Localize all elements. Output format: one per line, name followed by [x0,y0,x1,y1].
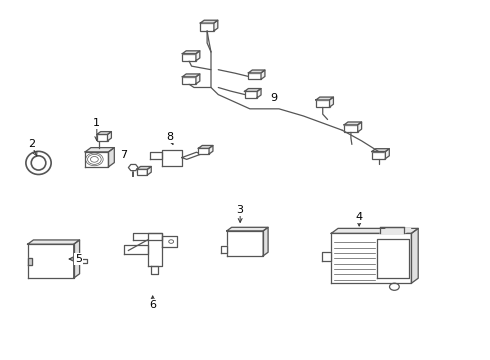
Polygon shape [27,240,79,244]
Polygon shape [150,152,162,159]
Polygon shape [133,233,162,240]
Polygon shape [162,236,177,247]
Polygon shape [344,125,358,132]
Polygon shape [147,166,151,175]
Text: 7: 7 [120,150,127,160]
Text: 8: 8 [166,132,173,142]
Polygon shape [107,132,111,141]
Polygon shape [198,145,213,148]
Polygon shape [412,228,418,283]
Polygon shape [79,259,87,263]
Polygon shape [148,233,162,266]
Polygon shape [261,70,265,79]
Polygon shape [316,97,333,100]
Polygon shape [248,70,265,73]
Text: 9: 9 [270,93,278,103]
Polygon shape [137,169,147,175]
Text: 4: 4 [356,212,363,222]
Polygon shape [372,152,386,159]
Polygon shape [97,132,111,134]
Polygon shape [263,227,268,256]
Polygon shape [137,166,151,169]
Polygon shape [316,100,330,107]
Text: 5: 5 [75,254,82,264]
Polygon shape [196,74,200,84]
Polygon shape [27,244,74,278]
Polygon shape [330,97,333,107]
Polygon shape [331,228,418,233]
Polygon shape [162,150,182,166]
Polygon shape [182,51,200,54]
Polygon shape [182,54,196,61]
Polygon shape [182,74,200,77]
Polygon shape [227,231,263,256]
Polygon shape [214,20,218,31]
Polygon shape [85,148,114,152]
Polygon shape [380,228,411,233]
Polygon shape [200,20,218,23]
Polygon shape [108,148,114,167]
Text: 2: 2 [27,139,35,149]
Text: 3: 3 [237,205,244,215]
Polygon shape [358,122,362,132]
Text: 6: 6 [149,300,156,310]
Polygon shape [248,73,261,79]
Polygon shape [321,252,331,261]
Polygon shape [331,233,412,283]
Polygon shape [200,23,214,31]
Polygon shape [227,227,268,231]
Polygon shape [182,77,196,84]
Polygon shape [97,134,107,141]
Polygon shape [221,246,227,253]
Polygon shape [196,51,200,61]
Polygon shape [372,149,389,152]
Polygon shape [245,91,257,98]
Polygon shape [128,165,138,171]
Text: 1: 1 [93,118,100,128]
Polygon shape [377,239,409,278]
Polygon shape [123,245,148,254]
Polygon shape [27,257,32,265]
Polygon shape [198,148,209,154]
Polygon shape [209,145,213,154]
Polygon shape [85,152,108,167]
Polygon shape [182,152,201,159]
Polygon shape [386,149,389,159]
Polygon shape [344,122,362,125]
Polygon shape [245,89,261,91]
Polygon shape [74,240,79,278]
Polygon shape [151,266,158,274]
Polygon shape [257,89,261,98]
